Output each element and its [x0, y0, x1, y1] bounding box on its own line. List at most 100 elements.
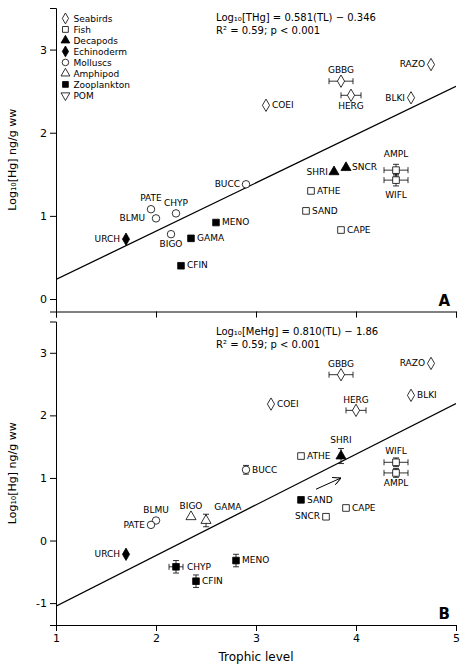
point [427, 357, 434, 369]
y-tick-mark [50, 603, 56, 604]
arrow [316, 478, 341, 489]
panel-title: B [439, 605, 450, 623]
x-axis-line [57, 626, 457, 632]
chart-svg: 0 1 2 3 Log₁₀[Hg] ng/g ww SeabirdsFishDecapod… [0, 0, 474, 669]
point-label: URCH [95, 549, 120, 559]
x-tick-label: 1 [53, 632, 60, 645]
y-tick-mark [50, 299, 56, 300]
x-error-bar [384, 167, 408, 173]
point-label: CHYP [164, 198, 189, 208]
point [242, 466, 249, 473]
point-label: BLKI [417, 390, 437, 400]
texts: BLog₁₀[MeHg] = 0.810(TL) − 1.86R² = 0.59… [95, 326, 450, 624]
y-axis-title: Log₁₀[Hg] ng/g ww [6, 422, 19, 524]
point [298, 497, 305, 504]
point [172, 210, 179, 217]
point-label: SAND [307, 495, 333, 505]
y-tick-mark [50, 541, 56, 542]
point-label: BUCC [215, 179, 240, 189]
point-label: BLKI [385, 93, 405, 103]
legend-label: Seabirds [73, 14, 112, 24]
y-tick-mark [50, 216, 56, 217]
x-axis [57, 312, 457, 318]
y-tick-label: 1 [40, 210, 47, 223]
point-label: PATE [140, 193, 162, 203]
y-tick: 1 [40, 210, 56, 223]
point [393, 470, 400, 477]
point-label: BIGO [160, 239, 183, 249]
point [303, 208, 310, 215]
panel: 12345-10123Trophic levelLog₁₀[Hg] ng/g w… [6, 322, 460, 664]
legend: SeabirdsFishDecapodsEchinodermMolluscsAm… [61, 13, 130, 101]
x-error-bar [384, 470, 408, 476]
point-label: CHYP [187, 562, 212, 572]
point-label: CFIN [187, 260, 208, 270]
point-label: URCH [95, 234, 120, 244]
x-error-bar [169, 564, 183, 570]
point [393, 459, 400, 466]
point [298, 453, 305, 460]
point-label: SHRI [307, 167, 328, 177]
point-label: GBBG [328, 359, 354, 369]
legend-item: Decapods [61, 35, 118, 45]
point [233, 557, 240, 564]
plot-area [56, 357, 456, 606]
point-label: SNCR [295, 511, 320, 521]
point-label: AMPL [384, 478, 408, 488]
y-tick-label: 1 [40, 472, 47, 485]
y-tick-label: 3 [40, 44, 47, 57]
y-error-bar [393, 164, 399, 176]
point-label: GAMA [197, 233, 225, 243]
y-error-bar [233, 554, 239, 567]
legend-symbol [62, 46, 68, 57]
point-label: CAPE [347, 225, 371, 235]
x-error-bar [384, 459, 408, 465]
panel-title: A [438, 292, 450, 310]
y-tick: 1 [40, 472, 56, 485]
point-label: BLMU [143, 505, 169, 515]
point [407, 389, 414, 401]
point-label: COEI [277, 399, 299, 409]
legend-label: Zooplankton [73, 80, 130, 90]
point-label: BUCC [252, 465, 277, 475]
x-axis-title: Trophic level [217, 650, 293, 664]
annotation: Log₁₀[MeHg] = 0.810(TL) − 1.86 [216, 326, 378, 337]
point-label: GAMA [214, 502, 242, 512]
points [122, 357, 434, 584]
point [393, 167, 400, 174]
y-error-bar [393, 469, 399, 478]
error-bars [329, 78, 408, 186]
x-tick-mark [156, 625, 157, 631]
legend-label: Fish [73, 25, 90, 35]
point [427, 58, 434, 70]
point [173, 563, 180, 570]
y-tick: 3 [40, 44, 56, 57]
point-label: PATE [124, 520, 146, 530]
y-tick: 0 [40, 535, 56, 548]
panel: 0123Log₁₀[Hg] ng/g wwSeabirdsFishDecapod… [6, 9, 457, 318]
error-bars [169, 372, 408, 588]
point [147, 205, 154, 212]
legend-item: Zooplankton [63, 80, 130, 90]
x-tick-mark [456, 625, 457, 631]
legend-item: Fish [63, 25, 91, 35]
x-tick [456, 312, 457, 318]
y-tick-label: 0 [40, 293, 47, 306]
point-label: MENO [242, 555, 269, 565]
lines [56, 403, 456, 606]
y-tick-label: 0 [40, 535, 47, 548]
point [338, 227, 345, 234]
point [242, 181, 249, 188]
fit-line [56, 403, 456, 606]
point [341, 162, 351, 171]
y-tick-mark [50, 133, 56, 134]
y-error-bar [243, 465, 249, 474]
point-label: MENO [222, 217, 249, 227]
legend-label: Decapods [73, 36, 118, 46]
point [122, 548, 129, 560]
point-label: ATHE [317, 186, 341, 196]
y-tick-label: 2 [40, 409, 47, 422]
legend-item: Molluscs [62, 58, 112, 68]
y-error-bar [193, 575, 199, 588]
y-tick: 2 [40, 127, 56, 140]
